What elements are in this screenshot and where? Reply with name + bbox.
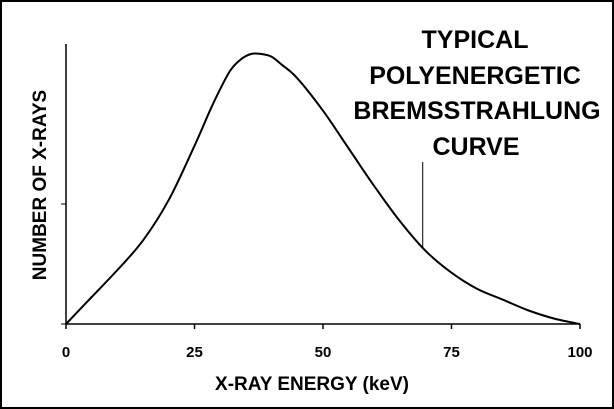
x-tick-label: 50 [315,344,332,361]
x-tick-label: 75 [443,344,460,361]
annotation-line-1: TYPICAL [422,26,529,54]
y-ticks [61,203,66,325]
x-tick-label: 0 [62,344,70,361]
x-tick-labels: 0 25 50 75 100 [62,344,593,361]
annotation-line-3: BREMSSTRAHLUNG [353,97,600,125]
y-axis-label: NUMBER OF X-RAYS [30,90,51,280]
x-tick-label: 100 [567,344,592,361]
annotation-line-4: CURVE [432,133,519,161]
x-tick-label: 25 [186,344,203,361]
x-ticks [65,324,581,329]
x-axis-label: X-RAY ENERGY (keV) [215,374,409,395]
annotation-line-2: POLYENERGETIC [369,62,581,90]
bremsstrahlung-curve [65,52,581,325]
